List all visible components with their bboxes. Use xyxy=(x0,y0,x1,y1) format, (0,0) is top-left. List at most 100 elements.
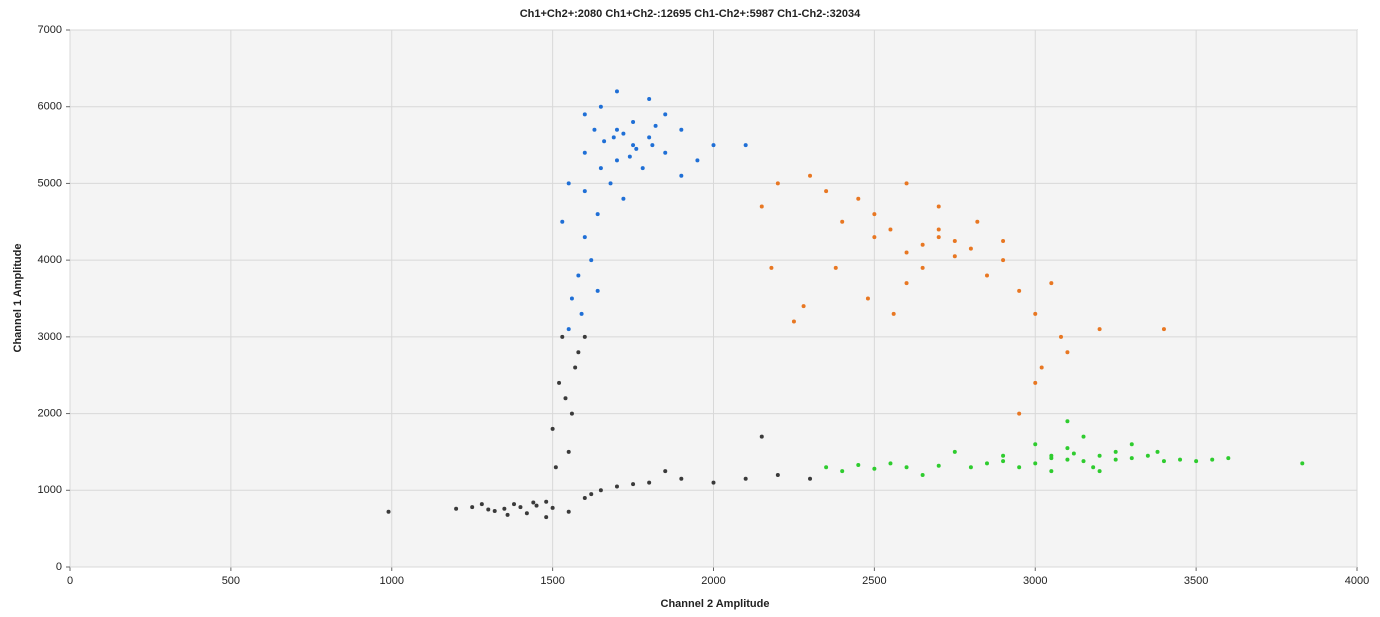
droplet-point xyxy=(589,492,594,497)
droplet-point xyxy=(775,472,780,477)
droplet-point xyxy=(711,143,716,148)
droplet-point xyxy=(824,189,829,194)
x-tick-label: 0 xyxy=(67,575,73,587)
droplet-point xyxy=(569,411,574,416)
droplet-point xyxy=(1001,459,1006,464)
droplet-point xyxy=(631,120,636,125)
droplet-point xyxy=(891,311,896,316)
droplet-point xyxy=(647,480,652,485)
droplet-point xyxy=(1091,465,1096,470)
droplet-point xyxy=(553,465,558,470)
droplet-point xyxy=(631,482,636,487)
y-axis-label: Channel 1 Amplitude xyxy=(12,244,24,353)
droplet-point xyxy=(952,238,957,243)
droplet-point xyxy=(1129,456,1134,461)
droplet-point xyxy=(1001,258,1006,263)
droplet-point xyxy=(505,512,510,517)
droplet-point xyxy=(1129,442,1134,447)
droplet-point xyxy=(801,304,806,309)
droplet-point xyxy=(502,506,507,511)
droplet-point xyxy=(573,365,578,370)
droplet-point xyxy=(627,154,632,159)
droplet-point xyxy=(904,465,909,470)
droplet-point xyxy=(595,212,600,217)
droplet-point xyxy=(1033,461,1038,466)
droplet-point xyxy=(563,396,568,401)
droplet-point xyxy=(1097,327,1102,332)
droplet-point xyxy=(1049,281,1054,286)
droplet-point xyxy=(840,469,845,474)
droplet-point xyxy=(1071,451,1076,456)
droplet-point xyxy=(576,350,581,355)
droplet-point xyxy=(1161,327,1166,332)
droplet-point xyxy=(775,181,780,186)
droplet-point xyxy=(1097,469,1102,474)
droplet-point xyxy=(598,104,603,109)
x-tick-label: 1500 xyxy=(540,575,564,587)
droplet-point xyxy=(1145,453,1150,458)
droplet-point xyxy=(975,219,980,224)
x-tick-label: 1000 xyxy=(380,575,404,587)
droplet-point xyxy=(743,476,748,481)
droplet-point xyxy=(824,465,829,470)
droplet-point xyxy=(968,246,973,251)
droplet-point xyxy=(592,127,597,132)
droplet-point xyxy=(1001,453,1006,458)
droplet-point xyxy=(920,265,925,270)
y-tick-label: 2000 xyxy=(38,407,62,419)
droplet-point xyxy=(647,97,652,102)
droplet-point xyxy=(512,502,517,507)
droplet-point xyxy=(920,472,925,477)
x-tick-label: 2000 xyxy=(701,575,725,587)
droplet-point xyxy=(614,127,619,132)
droplet-point xyxy=(531,500,536,505)
droplet-point xyxy=(598,166,603,171)
droplet-point xyxy=(663,112,668,117)
droplet-point xyxy=(582,112,587,117)
droplet-point xyxy=(557,380,562,385)
droplet-point xyxy=(1039,365,1044,370)
chart-title: Ch1+Ch2+:2080 Ch1+Ch2-:12695 Ch1-Ch2+:59… xyxy=(520,8,861,20)
droplet-point xyxy=(640,166,645,171)
droplet-point xyxy=(621,196,626,201)
droplet-point xyxy=(1178,457,1183,462)
droplet-point xyxy=(534,503,539,508)
droplet-point xyxy=(679,173,684,178)
droplet-point xyxy=(663,469,668,474)
droplet-point xyxy=(550,426,555,431)
droplet-point xyxy=(936,227,941,232)
droplet-point xyxy=(759,204,764,209)
droplet-point xyxy=(479,502,484,507)
y-tick-label: 5000 xyxy=(38,177,62,189)
droplet-point xyxy=(611,135,616,140)
droplet-point xyxy=(888,227,893,232)
y-tick-label: 3000 xyxy=(38,331,62,343)
droplet-point xyxy=(952,254,957,259)
droplet-point xyxy=(769,265,774,270)
droplet-point xyxy=(1300,461,1305,466)
droplet-point xyxy=(560,334,565,339)
droplet-point xyxy=(865,296,870,301)
droplet-point xyxy=(621,131,626,136)
droplet-point xyxy=(1081,434,1086,439)
droplet-point xyxy=(550,505,555,510)
droplet-point xyxy=(1226,456,1231,461)
x-axis-label: Channel 2 Amplitude xyxy=(661,598,770,610)
droplet-point xyxy=(631,143,636,148)
droplet-point xyxy=(904,250,909,255)
droplet-point xyxy=(589,258,594,263)
droplet-point xyxy=(711,480,716,485)
droplet-point xyxy=(582,150,587,155)
droplet-point xyxy=(634,146,639,151)
droplet-point xyxy=(602,139,607,144)
droplet-point xyxy=(518,505,523,510)
y-tick-label: 0 xyxy=(56,561,62,573)
droplet-point xyxy=(1017,465,1022,470)
droplet-point xyxy=(614,89,619,94)
droplet-point xyxy=(608,181,613,186)
droplet-point xyxy=(1065,457,1070,462)
droplet-point xyxy=(679,127,684,132)
droplet-point xyxy=(1001,238,1006,243)
droplet-point xyxy=(1049,469,1054,474)
